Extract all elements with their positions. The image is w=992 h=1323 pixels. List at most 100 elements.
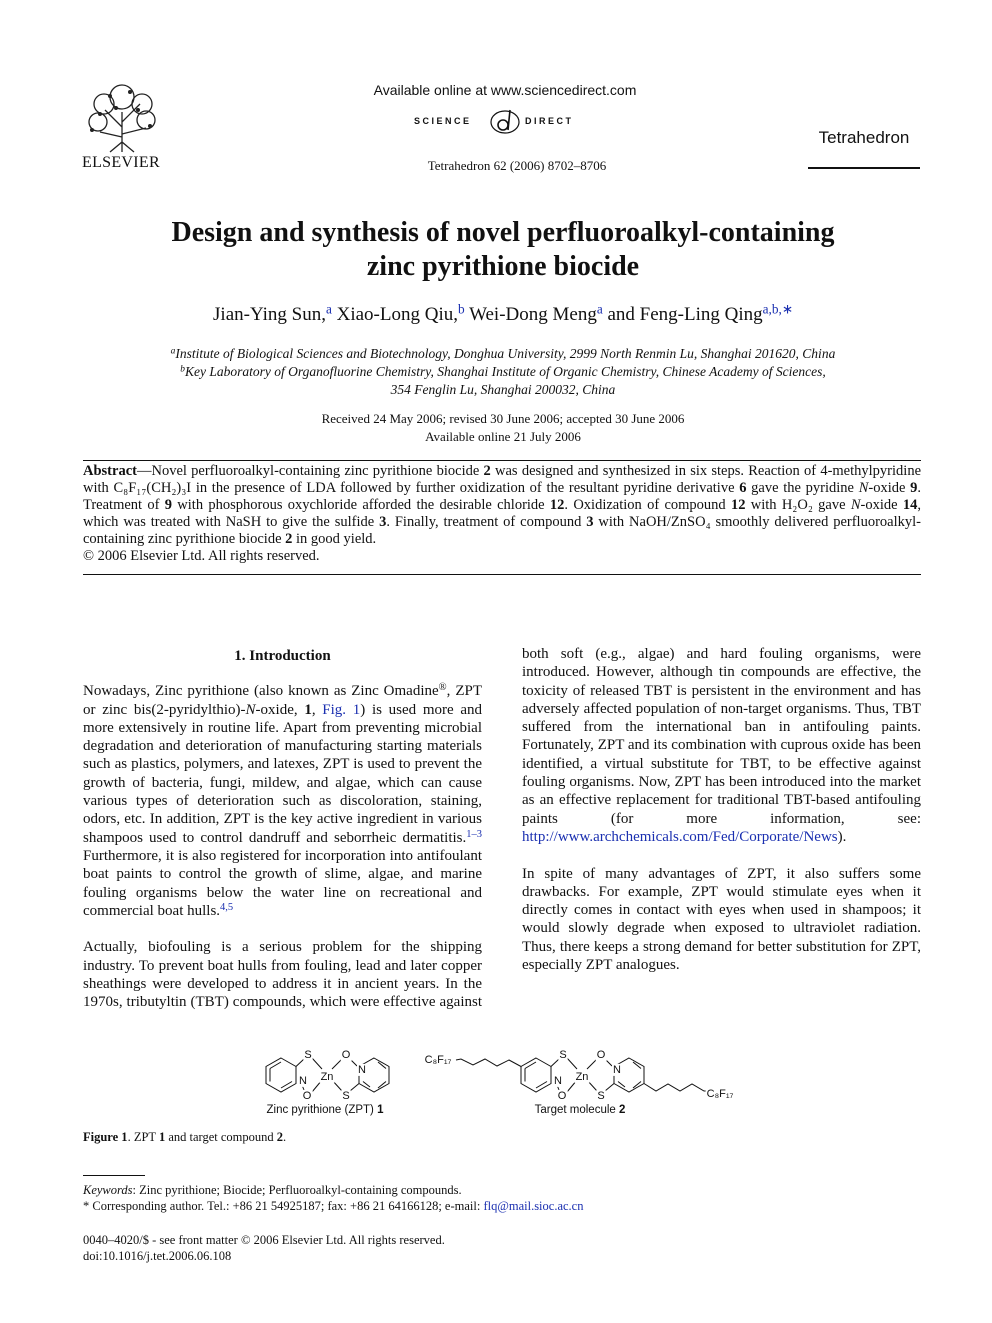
affiliation-mark[interactable]: b (458, 301, 465, 317)
affiliation-line: Key Laboratory of Organofluorine Chemist… (185, 364, 826, 379)
text-run: was designed and synthesized in six step… (83, 463, 921, 496)
author-name: Wei-Dong Meng (469, 304, 597, 325)
link[interactable]: Fig. 1 (322, 701, 361, 718)
structure-label: Zinc pyrithione (ZPT) 1 (240, 1104, 410, 1116)
paragraph: Actually, biofouling is a serious proble… (83, 645, 921, 1017)
keywords: Keywords: Zinc pyrithione; Biocide; Perf… (83, 1182, 921, 1198)
affiliations: aInstitute of Biological Sciences and Bi… (83, 345, 923, 399)
journal-rule (808, 167, 920, 169)
bold-text: 9 (910, 480, 918, 496)
atom-label: O (558, 1090, 567, 1102)
atom-label: Zn (576, 1071, 589, 1083)
reference[interactable]: 4,5 (220, 901, 234, 913)
text-run: Target molecule (534, 1104, 619, 1116)
atom-background (705, 1087, 735, 1100)
atom-background (357, 1063, 368, 1076)
text-run: * Corresponding author. Tel.: +86 21 549… (83, 1199, 484, 1213)
bold-text: 6 (739, 480, 747, 496)
italic-text: N (245, 701, 256, 718)
paragraph: Nowadays, Zinc pyrithione (also known as… (83, 682, 482, 920)
date-line: Received 24 May 2006; revised 30 June 20… (321, 411, 685, 426)
bold-text: 1 (304, 701, 312, 718)
affiliation-mark: a (170, 346, 176, 357)
text-run: -oxide (868, 480, 911, 496)
bold-text: 2 (276, 1130, 283, 1144)
body-columns: 1. Introduction Nowadays, Zinc pyrithion… (83, 645, 921, 1017)
bold-text: 1 (377, 1104, 384, 1116)
atom-label: S (304, 1049, 311, 1061)
abstract: Abstract—Novel perfluoroalkyl-containing… (83, 463, 921, 565)
affiliation-mark[interactable]: a (325, 301, 332, 317)
front-matter: 0040–4020/$ - see front matter © 2006 El… (83, 1233, 445, 1247)
article-title: Design and synthesis of novel perfluoroa… (83, 216, 923, 284)
text-run: In spite of many advantages of ZPT, it a… (522, 865, 921, 974)
atom-background (556, 1089, 568, 1102)
bold-text: 2 (285, 531, 293, 547)
chains (455, 1058, 709, 1092)
publisher: ELSEVIER (82, 154, 160, 171)
text-run: in good yield. (292, 531, 377, 547)
bold-text: Figure 1 (83, 1130, 128, 1144)
title-line: zinc pyrithione biocide (366, 251, 640, 282)
author-name: Jian-Ying Sun, (213, 304, 326, 325)
atom-background (558, 1048, 568, 1061)
text-run: Zinc pyrithione (ZPT) (266, 1104, 378, 1116)
bold-text: 12 (730, 497, 746, 513)
text-run: -oxide (860, 497, 903, 513)
atom-background (553, 1074, 564, 1087)
text-run: —Novel perfluoroalkyl-containing zinc py… (136, 463, 484, 479)
corresponding-author: * Corresponding author. Tel.: +86 21 549… (83, 1198, 921, 1214)
atom-label: S (342, 1090, 349, 1102)
abstract-rule (83, 460, 921, 461)
atom-label: C₈F₁₇ (425, 1054, 452, 1066)
link[interactable]: flq@mail.sioc.ac.cn (483, 1199, 584, 1213)
affiliation-mark[interactable]: a,b,∗ (762, 301, 793, 317)
bold-text: Abstract (83, 463, 137, 479)
link[interactable]: http://www.archchemicals.com/Fed/Corpora… (522, 828, 838, 845)
atom-background (423, 1053, 453, 1066)
citation: Tetrahedron 62 (2006) 8702–8706 (427, 158, 607, 173)
italic-text: Keywords (83, 1183, 133, 1197)
reference[interactable]: 1–3 (466, 828, 482, 840)
copyright: © 2006 Elsevier Ltd. All rights reserved… (83, 548, 320, 564)
atom-background (596, 1089, 606, 1102)
atom-label: N (554, 1075, 562, 1087)
atom-label: N (358, 1064, 366, 1076)
text-run: -oxide, (255, 701, 305, 718)
atom-background (341, 1089, 351, 1102)
author-name: and Feng-Ling Qing (607, 304, 763, 325)
affiliation-mark[interactable]: a (596, 301, 603, 317)
atom-background (301, 1089, 313, 1102)
text-run: with H₂O₂ gave (745, 497, 851, 513)
atom-background (574, 1070, 590, 1083)
text-run: ). (837, 828, 847, 845)
atom-label: N (613, 1064, 621, 1076)
affiliation: aInstitute of Biological Sciences and Bi… (83, 345, 923, 363)
abstract-text: Abstract—Novel perfluoroalkyl-containing… (83, 463, 921, 548)
title-line: Design and synthesis of novel perfluoroa… (171, 217, 835, 248)
text-run: . Treatment of (83, 480, 921, 513)
text-run: ) is used more and more extensively in r… (83, 701, 483, 846)
footnote-rule (83, 1175, 145, 1176)
text-run: : Zinc pyrithione; Biocide; Perfluoroalk… (132, 1183, 462, 1197)
author-name: Xiao-Long Qiu, (336, 304, 458, 325)
atom-label: S (597, 1090, 604, 1102)
atom-label: C₈F₁₇ (707, 1088, 734, 1100)
sd-logo (490, 109, 520, 134)
affiliation-line: Institute of Biological Sciences and Bio… (175, 346, 836, 361)
atom-background (319, 1070, 335, 1083)
text-run: and target compound (165, 1130, 277, 1144)
affiliation: bKey Laboratory of Organofluorine Chemis… (83, 363, 923, 399)
text-run: , ZPT or zinc bis(2-pyridylthio)- (83, 683, 483, 718)
bold-text: 2 (618, 1104, 626, 1116)
structure-label: Target molecule 2 (500, 1104, 660, 1116)
text-run: , (311, 701, 323, 718)
text-run: . Finally, treatment of compound (386, 514, 587, 530)
atom-background (303, 1048, 313, 1061)
text-run: , which was treated with NaSH to give th… (83, 497, 921, 530)
text-run: . Oxidization of compound (564, 497, 731, 513)
atom-background (612, 1063, 623, 1076)
text-run: gave the pyridine (746, 480, 859, 496)
